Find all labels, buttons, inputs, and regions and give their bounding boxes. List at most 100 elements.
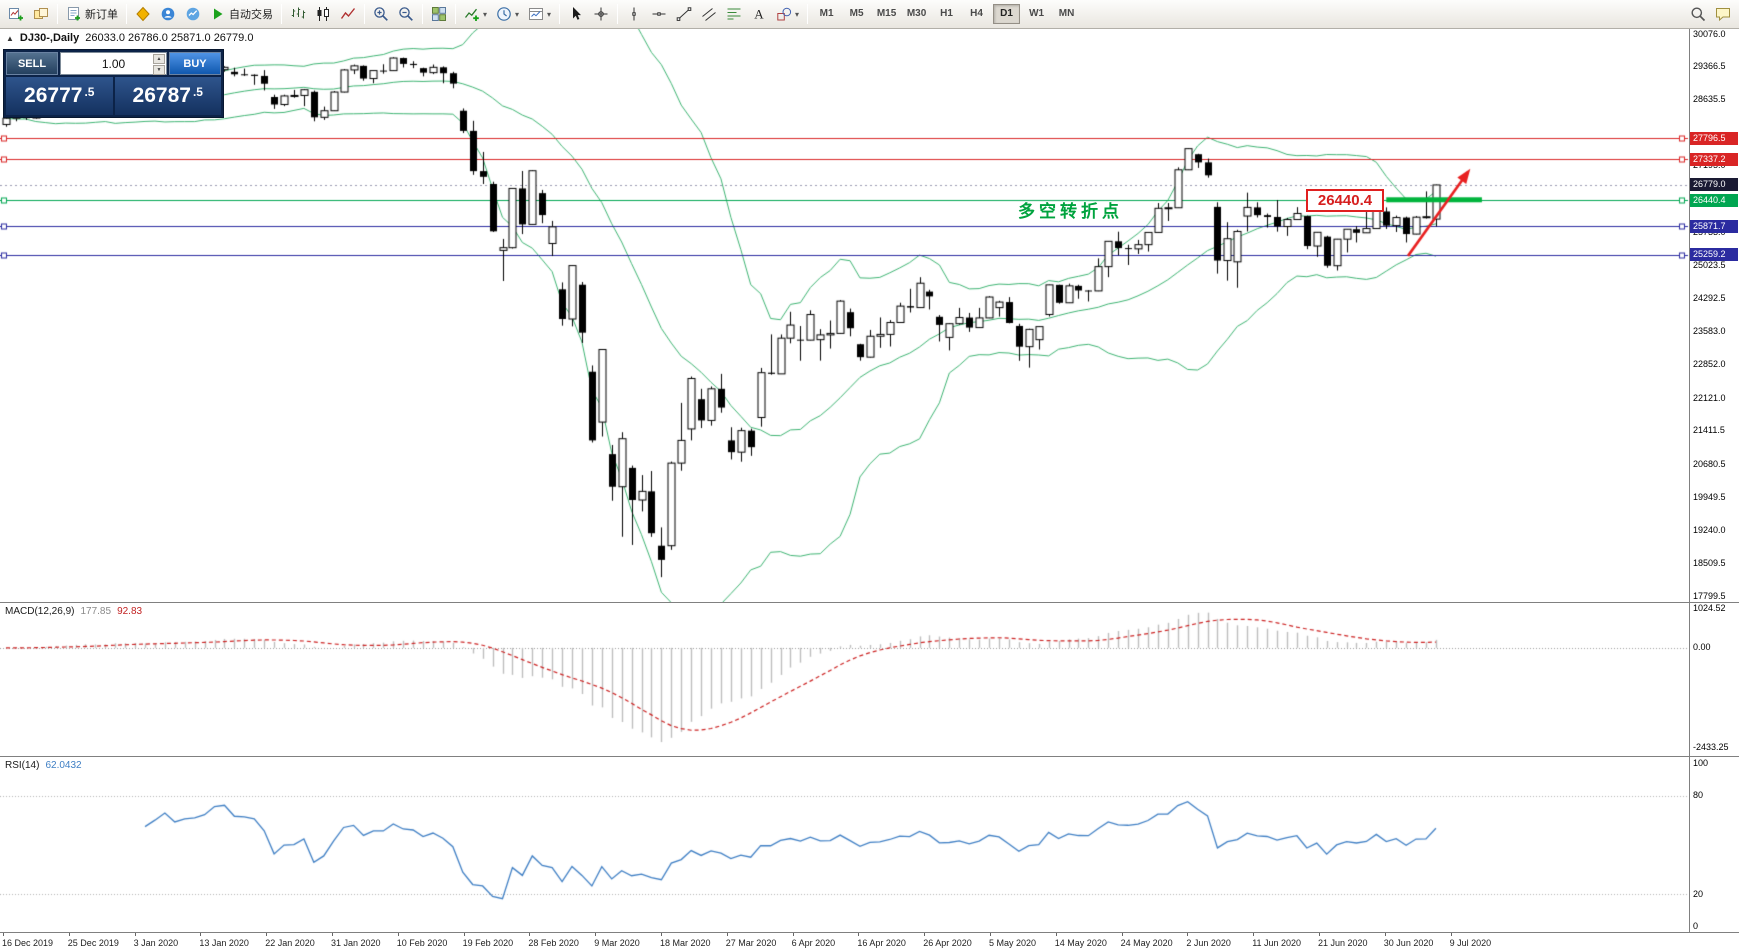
- zoom-in-button[interactable]: [369, 2, 393, 26]
- chevron-down-icon[interactable]: ▾: [795, 9, 800, 19]
- tile-windows-icon: [431, 6, 447, 22]
- timeframe-d1[interactable]: D1: [993, 4, 1021, 24]
- indicators-button[interactable]: ▾: [460, 2, 491, 26]
- fibonacci-icon: [726, 6, 742, 22]
- market-button[interactable]: [181, 2, 205, 26]
- horizontal-line-button[interactable]: [647, 2, 671, 26]
- lot-size-input[interactable]: 1.00 ▲ ▼: [60, 52, 167, 75]
- price-tick-label: 23583.0: [1693, 325, 1726, 336]
- macd-main-value: 177.85: [80, 606, 112, 617]
- price-scale[interactable]: 30076.029366.528635.527195.025733.025023…: [1690, 29, 1739, 602]
- candlestick-chart-button[interactable]: [311, 2, 335, 26]
- buy-button[interactable]: BUY: [169, 52, 221, 75]
- time-tick: [134, 933, 136, 936]
- autotrading-button[interactable]: 自动交易: [206, 2, 277, 26]
- bar-chart-icon: [290, 6, 306, 22]
- text-label-icon: A: [751, 6, 767, 22]
- new-order-button[interactable]: 新订单: [62, 2, 122, 26]
- buy-price-button[interactable]: 26787.5: [114, 77, 221, 115]
- timeframe-h4[interactable]: H4: [970, 8, 983, 19]
- mql5-icon: [135, 6, 151, 22]
- panel-separator[interactable]: [0, 756, 1739, 757]
- tile-windows-button[interactable]: [427, 2, 451, 26]
- fibonacci-button[interactable]: [722, 2, 746, 26]
- turning-point-annotation[interactable]: 多空转折点: [1018, 202, 1123, 221]
- timeframe-m30[interactable]: M30: [906, 8, 927, 19]
- zoom-out-button[interactable]: [394, 2, 418, 26]
- level-price-callout[interactable]: 26440.4: [1306, 189, 1384, 212]
- macd-scale[interactable]: 1024.52 0.00 -2433.25: [1690, 603, 1739, 756]
- chevron-down-icon[interactable]: ▾: [547, 9, 552, 19]
- time-label: 22 Jan 2020: [265, 938, 315, 948]
- time-label: 30 Jun 2020: [1383, 938, 1434, 948]
- time-label: 31 Jan 2020: [331, 938, 381, 948]
- rsi-canvas[interactable]: [0, 757, 1690, 932]
- time-tick: [595, 933, 597, 936]
- cursor-button[interactable]: [564, 2, 588, 26]
- macd-tick-label: 0.00: [1693, 642, 1711, 653]
- sell-button[interactable]: SELL: [6, 52, 58, 75]
- sell-price-button[interactable]: 26777.5: [6, 77, 113, 115]
- time-scale[interactable]: 16 Dec 2019 25 Dec 2019 3 Jan 2020 13 Jan 2…: [0, 932, 1739, 950]
- macd-canvas[interactable]: [0, 603, 1690, 756]
- search-icon: [1690, 6, 1706, 22]
- timeframe-m1[interactable]: M1: [819, 8, 834, 19]
- line-chart-button[interactable]: [336, 2, 360, 26]
- rsi-scale[interactable]: 100 80 20 0: [1690, 757, 1739, 932]
- templates-icon: [528, 6, 544, 22]
- sell-price-fraction: .5: [84, 84, 95, 99]
- chevron-down-icon[interactable]: ▾: [483, 9, 488, 19]
- main-chart-canvas[interactable]: [0, 29, 1690, 602]
- search-button[interactable]: [1686, 2, 1710, 26]
- rsi-tick-label: 20: [1693, 888, 1704, 899]
- timeframe-m5[interactable]: M5: [849, 8, 864, 19]
- time-tick: [792, 933, 794, 936]
- crosshair-button[interactable]: [589, 2, 613, 26]
- timeframe-m15[interactable]: M15: [876, 8, 897, 19]
- time-tick: [726, 933, 728, 936]
- lot-decrease-button[interactable]: ▼: [153, 65, 165, 75]
- macd-tick-label: -2433.25: [1693, 741, 1729, 752]
- price-tick-label: 19949.5: [1693, 492, 1726, 503]
- bar-chart-button[interactable]: [286, 2, 310, 26]
- new-chart-button[interactable]: [4, 2, 28, 26]
- panel-separator[interactable]: [0, 602, 1739, 603]
- time-label: 5 May 2020: [989, 938, 1037, 948]
- time-label: 18 Mar 2020: [660, 938, 711, 948]
- rsi-tick-label: 80: [1693, 790, 1704, 801]
- time-tick: [924, 933, 926, 936]
- chat-button[interactable]: [1711, 2, 1735, 26]
- text-label-button[interactable]: A: [747, 2, 771, 26]
- time-tick: [661, 933, 662, 936]
- time-tick: [397, 933, 399, 936]
- chevron-down-icon[interactable]: ▾: [515, 9, 520, 19]
- equidistant-channel-button[interactable]: [697, 2, 721, 26]
- trendline-button[interactable]: [672, 2, 696, 26]
- toolbar-separator: [126, 4, 127, 24]
- time-label: 9 Jul 2020: [1449, 938, 1492, 948]
- community-button[interactable]: [156, 2, 180, 26]
- lot-increase-button[interactable]: ▲: [153, 54, 165, 64]
- toolbar-separator: [559, 4, 561, 24]
- one-click-trading-panel: SELL 1.00 ▲ ▼ BUY 26777.5 26787.5: [3, 49, 224, 118]
- vertical-line-button[interactable]: [622, 2, 646, 26]
- profiles-button[interactable]: [29, 2, 53, 26]
- lot-size-value: 1.00: [101, 56, 126, 71]
- timeframe-w1[interactable]: W1: [1029, 8, 1045, 19]
- horizontal-line-icon: [651, 6, 667, 22]
- time-label: 27 Mar 2020: [725, 938, 777, 948]
- macd-signal-value: 92.83: [117, 606, 143, 617]
- time-tick: [529, 933, 531, 936]
- chart-title: ▲ DJ30-,Daily 26033.0 26786.0 25871.0 26…: [6, 32, 253, 44]
- time-tick: [1384, 933, 1386, 936]
- timeframe-mn[interactable]: MN: [1058, 8, 1075, 19]
- templates-button[interactable]: ▾: [524, 2, 555, 26]
- indicators-icon: [464, 6, 480, 22]
- candlestick-chart-icon: [315, 6, 331, 22]
- one-click-collapse-toggle[interactable]: ▲: [6, 33, 14, 43]
- mql5-button[interactable]: [131, 2, 155, 26]
- shapes-button[interactable]: ▾: [772, 2, 803, 26]
- timeframe-h1[interactable]: H1: [940, 8, 953, 19]
- periods-button[interactable]: ▾: [492, 2, 523, 26]
